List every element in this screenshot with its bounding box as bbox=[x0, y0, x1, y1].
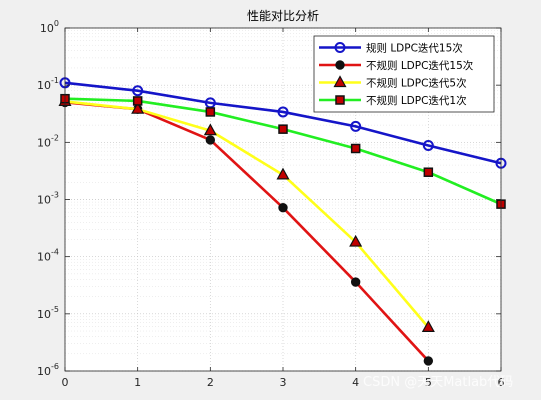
data-point bbox=[205, 107, 216, 117]
x-tick-label: 0 bbox=[62, 376, 69, 389]
data-point bbox=[205, 135, 216, 145]
data-point bbox=[349, 234, 363, 247]
data-point bbox=[203, 123, 217, 136]
series-layer bbox=[58, 77, 507, 366]
data-point bbox=[350, 277, 361, 287]
legend-item: 规则 LDPC迭代15次 bbox=[319, 42, 463, 55]
legend-marker bbox=[335, 60, 345, 70]
legend-item: 不规则 LDPC迭代15次 bbox=[319, 59, 474, 72]
chart-title: 性能对比分析 bbox=[247, 9, 319, 23]
data-point bbox=[423, 356, 434, 366]
data-point bbox=[132, 96, 143, 106]
legend-label: 规则 LDPC迭代15次 bbox=[366, 42, 463, 55]
x-tick-label: 3 bbox=[280, 376, 287, 389]
x-tick-label: 2 bbox=[207, 376, 214, 389]
data-point bbox=[277, 106, 289, 118]
y-tick-label: 10-1 bbox=[37, 76, 59, 92]
legend-label: 不规则 LDPC迭代15次 bbox=[366, 59, 474, 72]
legend-item: 不规则 LDPC迭代5次 bbox=[319, 75, 467, 90]
series-3 bbox=[58, 94, 435, 332]
data-point bbox=[131, 101, 145, 114]
series-line bbox=[64, 81, 502, 165]
x-tick-label: 6 bbox=[498, 376, 505, 389]
legend-marker bbox=[333, 75, 347, 88]
data-point bbox=[278, 124, 288, 134]
y-tick-label: 10-5 bbox=[37, 305, 59, 321]
legend-label: 不规则 LDPC迭代5次 bbox=[366, 77, 467, 90]
data-point bbox=[350, 143, 361, 154]
legend-item: 不规则 LDPC迭代1次 bbox=[319, 94, 467, 107]
data-point bbox=[132, 85, 144, 97]
y-tick-label: 10-4 bbox=[37, 248, 59, 264]
x-tick-label: 1 bbox=[134, 376, 141, 389]
watermark: CSDN @天天Matlab代码 bbox=[363, 375, 513, 390]
x-axis-ticks: 0 1 2 3 4 5 6 bbox=[62, 28, 505, 389]
legend-marker bbox=[335, 95, 345, 105]
x-tick-label: 4 bbox=[352, 376, 359, 389]
x-tick-label: 5 bbox=[425, 376, 432, 389]
data-point bbox=[422, 140, 434, 152]
series-1 bbox=[59, 77, 507, 169]
y-tick-label: 10-6 bbox=[37, 362, 59, 378]
data-point bbox=[276, 167, 290, 180]
y-axis-ticks: 100 10-1 10-2 10-3 10-4 10-5 10-6 bbox=[37, 19, 501, 378]
series-line bbox=[64, 100, 430, 329]
legend-marker bbox=[334, 42, 346, 53]
legend-label: 不规则 LDPC迭代1次 bbox=[366, 94, 467, 107]
y-tick-label: 10-2 bbox=[37, 133, 59, 149]
data-point bbox=[350, 120, 362, 132]
data-point bbox=[278, 202, 288, 213]
data-point bbox=[421, 320, 435, 332]
data-point bbox=[423, 167, 434, 177]
y-tick-label: 100 bbox=[40, 19, 59, 35]
y-tick-label: 10-3 bbox=[37, 191, 59, 207]
